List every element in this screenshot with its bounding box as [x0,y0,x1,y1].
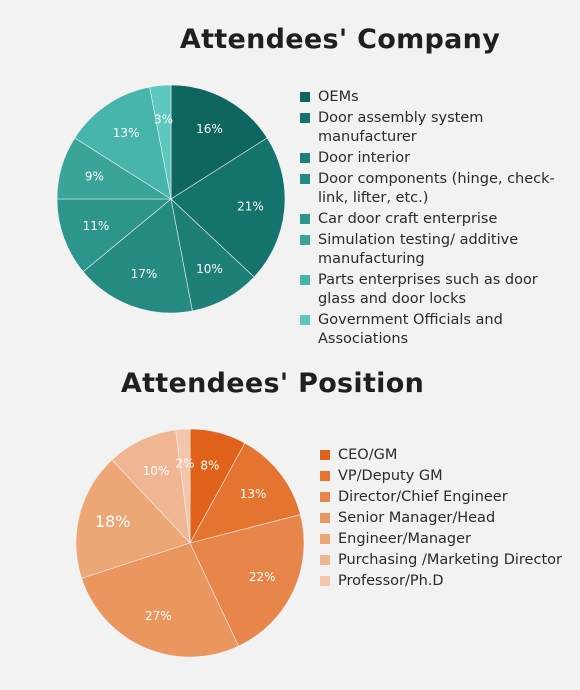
slice-label-7: 13% [113,126,140,140]
legend-label: Director/Chief Engineer [338,489,508,505]
position-chart-title: Attendees' Position [120,368,425,399]
slice-label-5: 11% [83,219,110,233]
legend-label: Door interior [318,150,411,166]
slice-label-8: 3% [154,113,173,127]
legend-swatch [320,555,330,565]
legend-item: Door assembly system manufacturer [300,109,570,147]
company-chart-title: Attendees' Company [179,24,501,55]
slice-label-1: 16% [196,122,223,136]
pie-slice-6 [111,429,191,544]
slice-label-6: 9% [85,170,104,184]
legend-swatch [300,235,310,245]
legend-item: Door components (hinge, check- link, lif… [300,170,570,208]
legend-item: Government Officials and Associations [300,311,570,349]
legend-label: Car door craft enterprise [318,211,498,227]
legend-swatch [320,534,330,544]
legend-item: Director/Chief Engineer [320,488,570,507]
pie-slice-3 [170,198,255,312]
legend-label: Parts enterprises such as door glass and… [318,272,538,307]
legend-label: VP/Deputy GM [338,468,443,484]
legend-swatch [320,492,330,502]
legend-item: Engineer/Manager [320,530,570,549]
pie-slice-2 [189,442,301,544]
legend-swatch [320,513,330,523]
pie-slice-5 [75,459,191,579]
legend-swatch [300,113,310,123]
legend-item: Car door craft enterprise [300,210,570,229]
slice-label-2: 13% [240,487,267,501]
slice-label-5: 18% [95,512,131,531]
legend-item: Simulation testing/ additive manufacturi… [300,231,570,269]
legend-swatch [320,450,330,460]
legend-label: Door components (hinge, check- link, lif… [318,171,555,206]
pie-slice-8 [149,84,172,200]
pie-slice-3 [189,514,305,647]
legend-swatch [300,92,310,102]
slice-label-3: 10% [196,262,223,276]
legend-swatch [300,315,310,325]
legend-item: Professor/Ph.D [320,572,570,591]
pie-slice-2 [170,137,286,278]
slice-label-1: 8% [200,459,219,473]
legend-label: Simulation testing/ additive manufacturi… [318,232,519,267]
legend-swatch [300,275,310,285]
legend-item: VP/Deputy GM [320,467,570,486]
pie-slice-7 [175,428,191,544]
legend-item: Purchasing /Marketing Director [320,551,570,570]
position-legend: CEO/GM VP/Deputy GM Director/Chief Enginee… [320,446,570,593]
legend-item: CEO/GM [320,446,570,465]
pie-slice-5 [56,198,172,273]
legend-swatch [300,174,310,184]
legend-label: Purchasing /Marketing Director [338,552,562,568]
slice-label-7: 2% [175,456,194,470]
legend-swatch [320,576,330,586]
legend-label: OEMs [318,89,359,105]
slice-label-4: 17% [131,267,158,281]
legend-item: Senior Manager/Head [320,509,570,528]
legend-label: Professor/Ph.D [338,573,444,589]
legend-item: Door interior [300,149,570,168]
pie-slice-4 [81,542,239,658]
legend-item: Parts enterprises such as door glass and… [300,271,570,309]
legend-swatch [300,214,310,224]
pie-slice-7 [74,86,172,200]
slice-label-6: 10% [143,464,170,478]
company-legend: OEMs Door assembly system manufacturer Doo… [300,88,570,351]
slice-label-3: 22% [249,570,276,584]
legend-label: Door assembly system manufacturer [318,110,484,145]
legend-label: Government Officials and Associations [318,312,503,347]
slice-label-2: 21% [237,200,264,214]
legend-label: Engineer/Manager [338,531,472,547]
legend-swatch [300,153,310,163]
legend-swatch [320,471,330,481]
pie-slice-4 [82,198,193,314]
pie-slice-1 [170,84,268,200]
legend-item: OEMs [300,88,570,107]
slice-label-4: 27% [145,609,172,623]
legend-label: CEO/GM [338,447,398,463]
legend-label: Senior Manager/Head [338,510,496,526]
